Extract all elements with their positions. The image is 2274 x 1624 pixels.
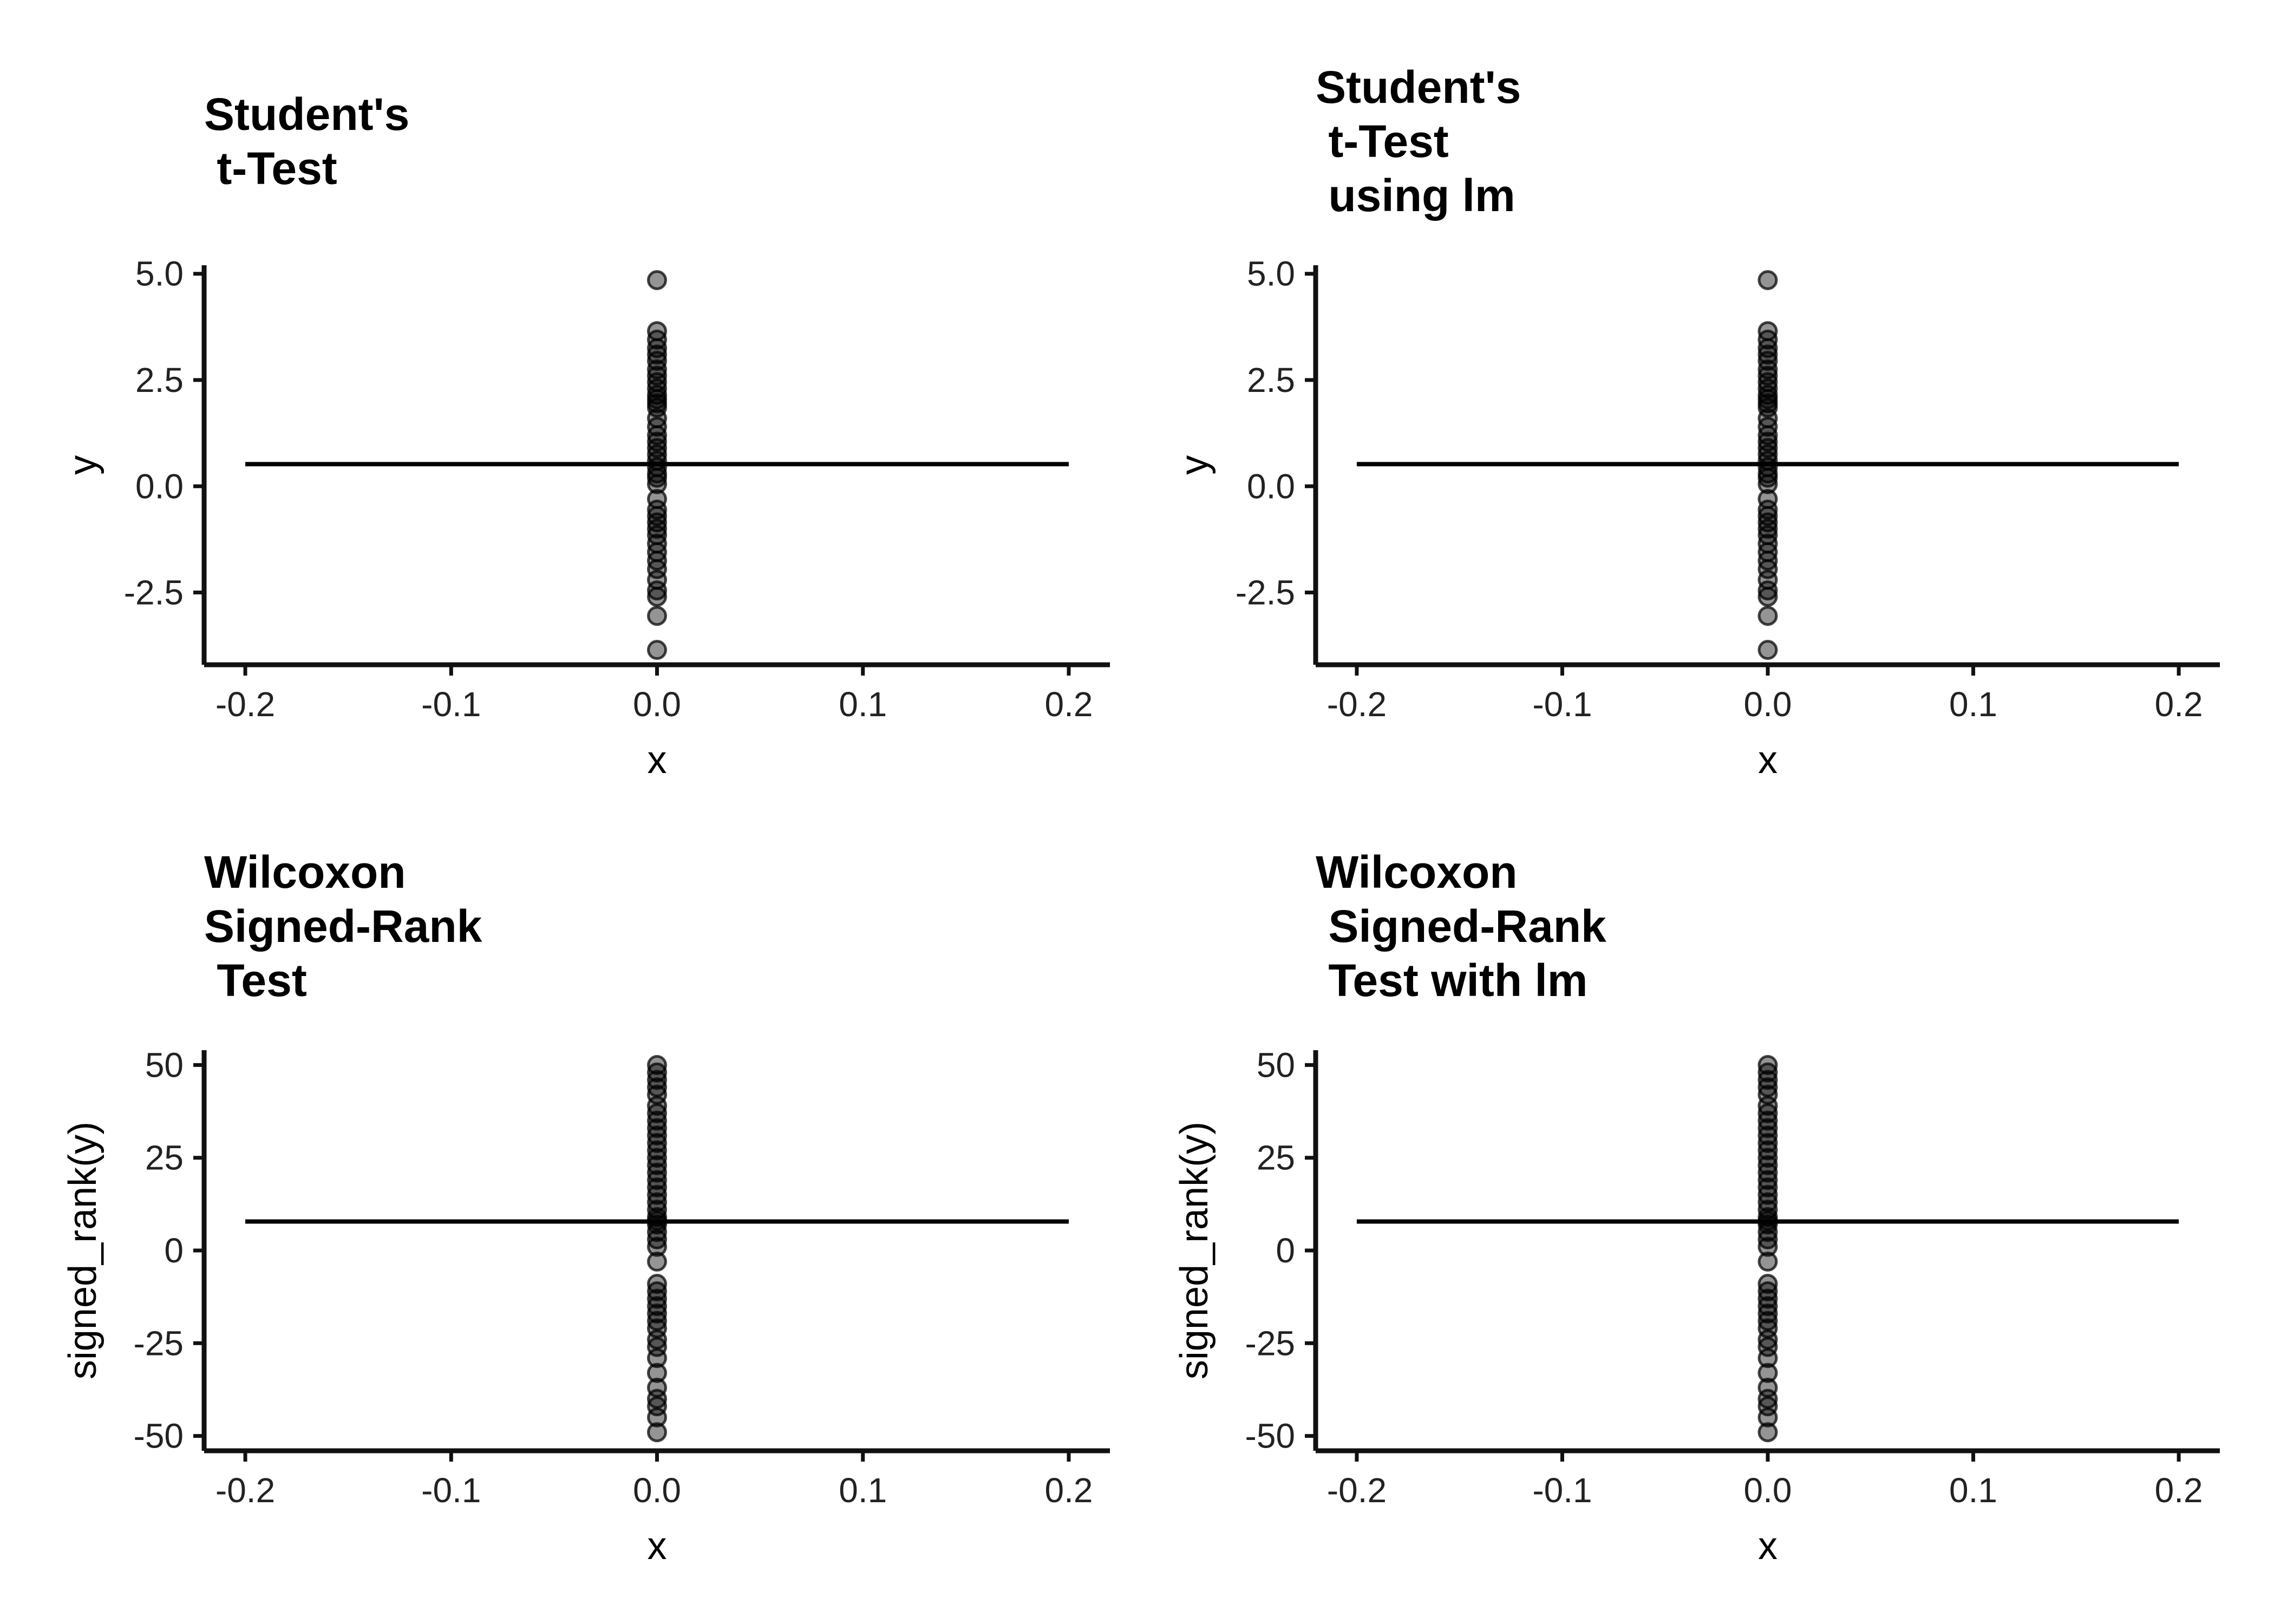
data-point — [647, 1422, 667, 1443]
data-point — [1757, 270, 1778, 290]
y-axis-title: y — [1173, 455, 1216, 475]
panel-title-students-t-test-using-lm: Student's t-Test using lm — [1316, 62, 1534, 221]
title-line: t-Test — [1316, 116, 1449, 167]
title-line: Student's — [1316, 62, 1521, 113]
y-axis-title: y — [61, 455, 104, 475]
data-point — [647, 468, 667, 488]
x-tick-label: 0.2 — [2155, 1471, 2203, 1510]
x-tick-label: -0.2 — [215, 1471, 275, 1510]
data-point — [1757, 1348, 1778, 1368]
y-tick-label: -50 — [134, 1417, 184, 1456]
x-tick-label: 0.0 — [633, 685, 681, 724]
data-point — [1757, 606, 1778, 626]
x-tick-label: -0.2 — [215, 685, 275, 724]
panel-students-t-test: Student's t-Test -0.2 -0.1 0.0 0.1 0.2 -2.5 0.… — [61, 89, 1110, 782]
y-axis-title: signed_rank(y) — [1173, 1122, 1216, 1379]
y-tick-label: 0.0 — [1247, 467, 1295, 506]
x-tick-label: 0.1 — [839, 1471, 887, 1510]
data-point — [647, 474, 667, 494]
x-tick-label: 0.1 — [839, 685, 887, 724]
title-line: Student's — [204, 89, 409, 140]
y-tick-label: 5.0 — [1247, 254, 1295, 293]
data-point — [647, 1348, 667, 1368]
data-point — [1757, 344, 1778, 365]
x-tick-label: 0.0 — [1744, 1471, 1792, 1510]
title-line: Wilcoxon — [204, 847, 406, 898]
data-point — [1757, 1252, 1778, 1272]
data-point — [1757, 519, 1778, 539]
y-tick-label: -50 — [1245, 1417, 1296, 1456]
x-tick-label: -0.1 — [421, 685, 481, 724]
panel-wilcoxon-signed-rank-test-with-lm: Wilcoxon Signed-Rank Test with lm -0.2 -0… — [1173, 847, 2220, 1568]
x-tick-label: -0.2 — [1327, 685, 1387, 724]
x-tick-label: -0.1 — [1532, 1471, 1592, 1510]
data-point — [647, 606, 667, 626]
data-point — [647, 640, 667, 660]
data-point — [1757, 640, 1778, 660]
x-tick-label: 0.2 — [2155, 685, 2203, 724]
title-line: Signed-Rank — [204, 901, 482, 952]
panel-title-students-t-test: Student's t-Test — [204, 89, 422, 194]
x-tick-label: 0.1 — [1949, 1471, 1997, 1510]
data-point — [1757, 1422, 1778, 1443]
title-line: t-Test — [204, 143, 337, 194]
y-tick-label: -2.5 — [124, 573, 184, 612]
title-line: Test — [204, 955, 307, 1006]
y-axis-title: signed_rank(y) — [61, 1122, 104, 1379]
data-point — [1757, 1236, 1778, 1257]
x-tick-label: -0.1 — [1532, 685, 1592, 724]
data-point — [1757, 1407, 1778, 1427]
x-tick-label: 0.2 — [1044, 685, 1093, 724]
panel-students-t-test-using-lm: Student's t-Test using lm -0.2 -0.1 0.0 0.1… — [1173, 62, 2220, 782]
y-tick-label: 50 — [145, 1045, 184, 1084]
x-tick-label: 0.0 — [633, 1471, 681, 1510]
y-tick-label: 5.0 — [135, 254, 184, 293]
y-tick-label: -25 — [134, 1324, 184, 1363]
title-line: using lm — [1316, 170, 1515, 221]
data-point — [1757, 586, 1778, 607]
data-point — [647, 580, 667, 601]
y-tick-label: -2.5 — [1236, 573, 1295, 612]
x-tick-label: 0.1 — [1949, 685, 1997, 724]
data-point — [1757, 1363, 1778, 1383]
data-point — [647, 586, 667, 607]
y-tick-label: 0 — [164, 1231, 184, 1270]
title-line: Signed-Rank — [1316, 901, 1606, 952]
x-tick-label: -0.2 — [1327, 1471, 1387, 1510]
data-point — [1757, 468, 1778, 488]
y-tick-label: 0.0 — [135, 467, 184, 506]
y-tick-label: 2.5 — [135, 361, 184, 400]
title-line: Wilcoxon — [1316, 847, 1518, 898]
x-axis-title: x — [648, 738, 667, 782]
data-point — [647, 519, 667, 539]
data-point — [647, 344, 667, 365]
title-line: Test with lm — [1316, 955, 1587, 1006]
panel-title-wilcoxon-signed-rank-test: Wilcoxon Signed-Rank Test — [204, 847, 495, 1006]
x-tick-label: 0.2 — [1044, 1471, 1093, 1510]
data-point — [647, 1407, 667, 1427]
x-axis-title: x — [648, 1524, 667, 1568]
x-tick-label: 0.0 — [1744, 685, 1792, 724]
data-point — [647, 1252, 667, 1272]
y-tick-label: 50 — [1257, 1045, 1295, 1084]
y-tick-label: 25 — [1257, 1138, 1295, 1177]
y-tick-label: 2.5 — [1247, 361, 1295, 400]
panel-title-wilcoxon-signed-rank-test-with-lm: Wilcoxon Signed-Rank Test with lm — [1316, 847, 1619, 1006]
data-point — [647, 1363, 667, 1383]
y-tick-label: 0 — [1276, 1231, 1295, 1270]
data-point — [647, 270, 667, 290]
x-axis-title: x — [1758, 738, 1778, 782]
data-point — [1757, 580, 1778, 601]
x-axis-title: x — [1758, 1524, 1778, 1568]
x-tick-label: -0.1 — [421, 1471, 481, 1510]
data-point — [647, 1236, 667, 1257]
y-tick-label: -25 — [1245, 1324, 1296, 1363]
data-point — [1757, 474, 1778, 494]
y-tick-label: 25 — [145, 1138, 184, 1177]
panel-wilcoxon-signed-rank-test: Wilcoxon Signed-Rank Test -0.2 -0.1 0.0 0.1… — [61, 847, 1110, 1568]
